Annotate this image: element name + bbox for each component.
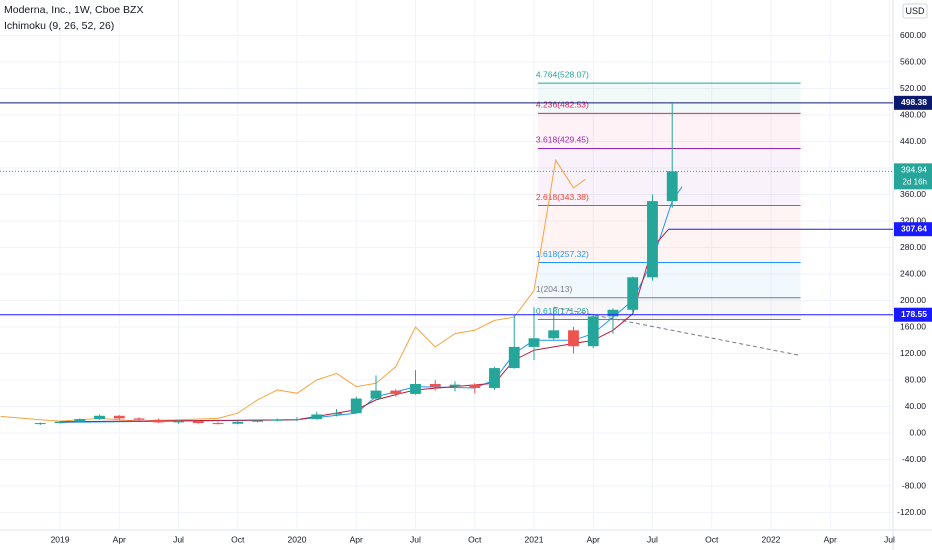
x-tick-label: Apr bbox=[350, 534, 363, 544]
candle-body bbox=[153, 419, 165, 423]
fib-band bbox=[537, 83, 801, 114]
candle-body bbox=[469, 384, 481, 388]
x-tick-label: Jul bbox=[173, 534, 184, 544]
candle-body bbox=[627, 277, 639, 310]
price-label: 498.38 bbox=[901, 97, 927, 107]
candle-body bbox=[390, 390, 402, 394]
fib-label: 4.236(482.53) bbox=[536, 100, 589, 110]
candle-body bbox=[528, 338, 540, 347]
grid bbox=[0, 0, 893, 530]
candle-body bbox=[666, 171, 678, 202]
price-label: 307.64 bbox=[901, 223, 927, 233]
candle-body bbox=[489, 368, 500, 388]
x-tick-label: Apr bbox=[824, 534, 837, 544]
last-price: 394.94 bbox=[901, 165, 927, 175]
candle-body bbox=[54, 421, 66, 424]
candle-body bbox=[350, 398, 362, 414]
candle-body bbox=[370, 390, 382, 399]
x-tick-label: 2022 bbox=[761, 534, 780, 544]
candle-body bbox=[449, 384, 461, 387]
y-tick-label: 80.00 bbox=[905, 374, 927, 384]
candle-body bbox=[192, 421, 204, 424]
chart-title: Moderna, Inc., 1W, Cboe BZX bbox=[4, 4, 143, 16]
fib-band bbox=[537, 262, 801, 298]
y-tick-label: 320.00 bbox=[900, 215, 926, 225]
y-tick-label: -80.00 bbox=[902, 480, 926, 490]
y-tick-label: 240.00 bbox=[900, 268, 926, 278]
candle-body bbox=[113, 415, 125, 419]
y-tick-label: 480.00 bbox=[900, 109, 926, 119]
fib-label: 0.618(171.26) bbox=[536, 306, 589, 316]
candle-body bbox=[607, 309, 619, 317]
fib-label: 4.764(528.07) bbox=[536, 69, 589, 79]
y-tick-label: 160.00 bbox=[900, 321, 926, 331]
fib-label: 3.618(429.45) bbox=[536, 135, 589, 145]
candle-body bbox=[173, 421, 184, 423]
y-tick-label: -40.00 bbox=[902, 454, 926, 464]
price-label-box bbox=[894, 95, 932, 110]
candle-body bbox=[311, 414, 323, 420]
candle-body bbox=[271, 419, 283, 421]
candle-body bbox=[548, 330, 560, 339]
y-tick-label: 280.00 bbox=[900, 242, 926, 252]
fib-band bbox=[537, 113, 801, 149]
candle-body bbox=[429, 383, 441, 387]
candle-body bbox=[133, 418, 145, 420]
x-tick-label: Oct bbox=[231, 534, 245, 544]
y-tick-label: 560.00 bbox=[900, 56, 926, 66]
x-tick-label: 2021 bbox=[525, 534, 544, 544]
x-tick-label: 2020 bbox=[288, 534, 307, 544]
y-tick-label: 120.00 bbox=[900, 348, 926, 358]
x-tick-label: Apr bbox=[113, 534, 126, 544]
x-tick-label: Jul bbox=[410, 534, 421, 544]
candle-body bbox=[212, 423, 224, 425]
candle-body bbox=[34, 423, 46, 425]
x-tick-label: 2019 bbox=[51, 534, 70, 544]
fib-label: 1(204.13) bbox=[536, 284, 573, 294]
candle-body bbox=[508, 346, 520, 369]
candle-body bbox=[74, 419, 86, 422]
y-tick-label: 40.00 bbox=[905, 401, 927, 411]
axes: -120.00 -80.00 -40.00 0.00 40.00 80.00 120.00 1… bbox=[51, 30, 932, 544]
countdown: 2d 16h bbox=[903, 177, 927, 186]
fib-band bbox=[537, 205, 801, 263]
fib-band bbox=[537, 297, 801, 320]
y-tick-label: 360.00 bbox=[900, 189, 926, 199]
x-tick-label: Jul bbox=[884, 534, 895, 544]
fib-label: 2.618(343.38) bbox=[536, 192, 589, 202]
candle-body bbox=[291, 419, 303, 421]
candle-body bbox=[410, 383, 421, 394]
indicator-label: Ichimoku (9, 26, 52, 26) bbox=[4, 20, 114, 32]
currency[interactable]: USD bbox=[905, 6, 925, 16]
candle-body bbox=[232, 421, 244, 424]
last-price-box bbox=[894, 163, 932, 190]
candle-body bbox=[331, 413, 342, 415]
price-label-box bbox=[894, 222, 932, 237]
y-tick-label: 520.00 bbox=[900, 83, 926, 93]
candle-body bbox=[568, 330, 579, 347]
x-tick-label: Oct bbox=[705, 534, 719, 544]
y-tick-label: 440.00 bbox=[900, 136, 926, 146]
candle-body bbox=[587, 316, 599, 347]
y-tick-label: 200.00 bbox=[900, 295, 926, 305]
candle-body bbox=[647, 201, 658, 278]
price-label: 178.55 bbox=[901, 309, 927, 319]
price-label-box bbox=[894, 307, 932, 322]
candle-body bbox=[252, 420, 263, 422]
x-tick-label: Apr bbox=[587, 534, 600, 544]
y-tick-label: 600.00 bbox=[900, 30, 926, 40]
y-tick-label: -120.00 bbox=[897, 507, 926, 517]
x-tick-label: Jul bbox=[647, 534, 658, 544]
fib-label: 1.618(257.32) bbox=[536, 249, 589, 259]
currency-box[interactable] bbox=[902, 3, 928, 19]
plot: 4.764(528.07) 4.236(482.53) 3.618(429.45) 2… bbox=[0, 69, 893, 426]
candle-body bbox=[94, 415, 105, 420]
x-tick-label: Oct bbox=[468, 534, 482, 544]
y-tick-label: 0.00 bbox=[909, 427, 926, 437]
